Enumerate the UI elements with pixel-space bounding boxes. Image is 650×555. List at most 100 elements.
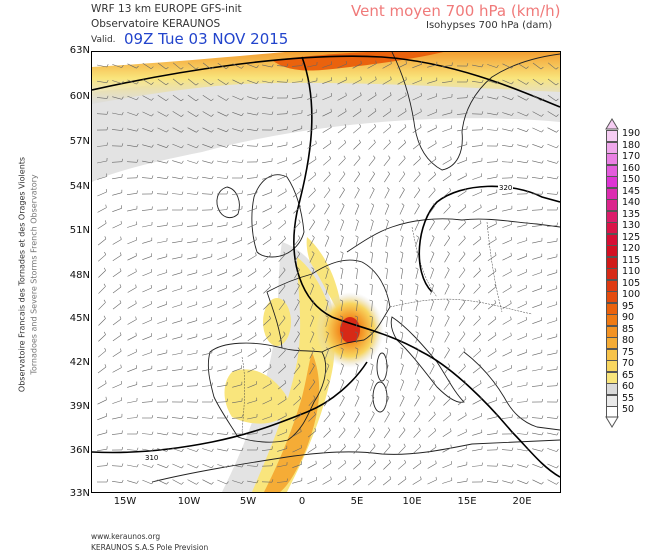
wind-barb: [217, 479, 227, 485]
wind-barb-tick: [355, 219, 359, 222]
wind-barb: [247, 335, 257, 341]
wind-barb-tick: [404, 124, 407, 128]
wind-barb: [156, 385, 168, 387]
wind-barb: [307, 447, 317, 453]
wind-barb-tick: [369, 267, 373, 270]
wind-barb: [262, 191, 272, 197]
wind-barb: [276, 65, 288, 67]
wind-barb-tick: [494, 316, 497, 320]
wind-barb-tick: [371, 203, 374, 206]
wind-barb: [157, 336, 167, 340]
wind-barb: [415, 237, 419, 247]
wind-barb: [112, 223, 122, 229]
wind-barb-tick: [405, 108, 407, 112]
wind-barb: [142, 224, 152, 228]
wind-barb: [444, 269, 450, 279]
wind-barb-tick: [356, 395, 360, 398]
wind-barb: [532, 352, 542, 356]
wind-barb: [532, 127, 542, 133]
wind-barb-tick: [286, 110, 288, 114]
wind-barb-tick: [369, 251, 373, 254]
wind-barb: [430, 269, 434, 279]
wind-barb: [217, 160, 227, 164]
wind-barb: [532, 78, 542, 86]
wind-barb: [112, 400, 122, 404]
wind-barb-tick: [271, 462, 273, 466]
wind-barb: [97, 448, 107, 452]
wind-barb-tick: [105, 380, 107, 384]
wind-barb: [517, 335, 527, 341]
wind-barb-tick: [511, 65, 514, 69]
wind-barb: [340, 253, 344, 263]
borders: [241, 221, 533, 433]
wind-barb: [142, 256, 152, 260]
wind-barb: [472, 222, 482, 230]
wind-barb: [473, 334, 481, 342]
wind-barb: [187, 62, 197, 70]
wind-barb-tick: [358, 155, 361, 159]
wind-barb-tick: [151, 431, 154, 435]
wind-barb-tick: [495, 236, 497, 240]
wind-barb-tick: [121, 143, 124, 147]
wind-barb: [307, 158, 317, 166]
wind-barb-tick: [269, 315, 271, 319]
wind-barb: [516, 433, 528, 435]
wind-barb: [293, 237, 301, 247]
wind-barb: [98, 334, 106, 342]
wind-barb-tick: [313, 395, 316, 399]
wind-barb: [232, 368, 242, 372]
wind-barb: [157, 463, 167, 469]
wind-barb: [502, 145, 512, 147]
wind-barb: [309, 365, 315, 375]
wind-barb-tick: [496, 80, 499, 84]
wind-barb: [398, 173, 406, 183]
wind-barb-tick: [480, 188, 482, 193]
wind-barb-tick: [196, 382, 198, 386]
wind-barb: [340, 333, 344, 343]
wind-barb: [97, 383, 107, 389]
colorbar-label: 125: [622, 231, 641, 243]
wind-barb-tick: [385, 235, 389, 238]
wind-barb-tick: [373, 155, 376, 159]
valid-time: 09Z Tue 03 NOV 2015: [124, 30, 289, 48]
wind-barb: [216, 433, 228, 435]
wind-barb: [322, 80, 332, 84]
wind-barb: [231, 417, 243, 419]
wind-barb-tick: [166, 145, 169, 148]
wind-barb-tick: [556, 465, 559, 469]
wind-barb-tick: [256, 81, 259, 84]
wind-barb-tick: [400, 347, 404, 350]
wind-barb-tick: [417, 395, 420, 398]
wind-barb-tick: [211, 129, 214, 133]
wind-barb-tick: [431, 315, 434, 318]
wind-barb: [457, 175, 467, 181]
lon-label-10w: 10W: [177, 496, 201, 507]
wind-barb-tick: [313, 411, 316, 415]
wind-barb: [277, 160, 287, 164]
wind-barb: [142, 63, 152, 69]
wind-barb-tick: [136, 97, 139, 101]
wind-barb-tick: [344, 139, 347, 143]
wind-barb: [458, 366, 466, 374]
wind-barb-tick: [282, 299, 286, 303]
wind-barb: [156, 225, 168, 227]
wind-barb-tick: [478, 267, 481, 271]
wind-barb-tick: [166, 448, 169, 452]
wind-barb-tick: [540, 82, 544, 86]
wind-barb-tick: [136, 143, 139, 147]
colorbar-label: 105: [622, 277, 641, 289]
wind-barb-tick: [311, 315, 315, 318]
wind-barb-tick: [181, 415, 184, 419]
wind-barb-tick: [526, 82, 529, 85]
wind-barb: [355, 221, 359, 231]
wind-barb-tick: [480, 396, 482, 400]
wind-barb: [112, 64, 122, 68]
wind-barb-tick: [386, 187, 390, 190]
wind-barb-tick: [478, 331, 481, 335]
wind-barb: [428, 430, 436, 438]
wind-barb: [412, 142, 422, 150]
wind-barb-tick: [415, 251, 419, 254]
wind-barb-tick: [270, 380, 272, 384]
wind-barb-tick: [344, 124, 347, 128]
wind-barb-tick: [556, 222, 558, 226]
